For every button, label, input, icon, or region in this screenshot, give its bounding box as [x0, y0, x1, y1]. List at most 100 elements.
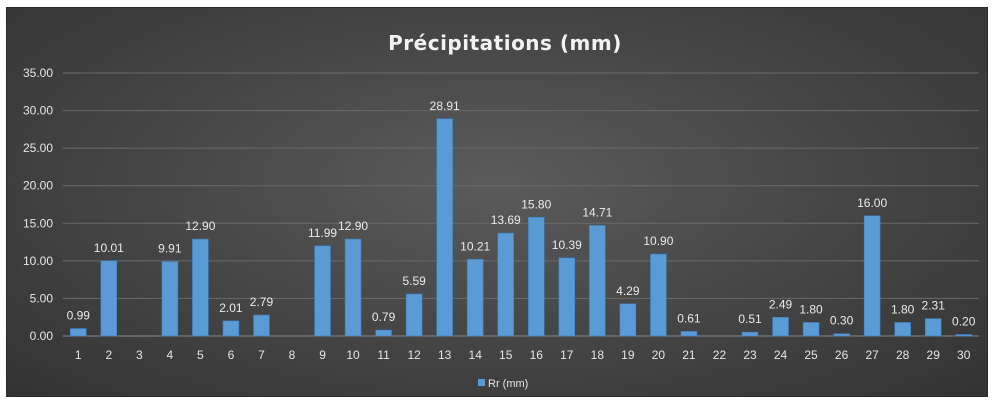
x-tick-label: 7	[258, 348, 265, 362]
bar	[497, 232, 514, 337]
x-tick-label: 13	[438, 348, 452, 362]
y-tick-label: 10.00	[23, 254, 53, 268]
x-tick-label: 27	[865, 348, 879, 362]
data-label: 11.99	[308, 226, 337, 240]
data-label: 10.90	[643, 234, 673, 248]
bar	[253, 314, 270, 337]
legend-swatch	[478, 379, 485, 386]
data-label: 10.21	[460, 239, 490, 253]
bar	[192, 238, 209, 337]
x-tick-label: 1	[75, 348, 82, 362]
bar	[955, 334, 972, 337]
gridlines	[63, 72, 979, 337]
data-label: 13.69	[491, 213, 521, 227]
bar	[924, 318, 942, 337]
data-label: 12.90	[185, 219, 215, 233]
y-tick-label: 35.00	[23, 66, 53, 80]
bar	[772, 316, 789, 337]
bar	[436, 118, 453, 337]
x-tick-label: 22	[713, 348, 727, 362]
x-tick-label: 3	[136, 348, 143, 362]
x-tick-label: 20	[652, 348, 666, 362]
x-tick-label: 17	[560, 348, 574, 362]
x-tick-label: 15	[499, 348, 513, 362]
bar	[100, 260, 118, 337]
bar	[863, 215, 881, 337]
x-tick-label: 26	[835, 348, 849, 362]
x-tick-label: 4	[167, 348, 174, 362]
legend: Rr (mm)	[478, 378, 528, 390]
x-tick-label: 2	[105, 348, 112, 362]
bar	[589, 225, 606, 337]
x-tick-label: 12	[407, 348, 421, 362]
bar	[528, 216, 545, 337]
x-tick-label: 11	[377, 348, 390, 362]
bar	[222, 320, 240, 337]
data-label: 14.71	[582, 205, 612, 219]
data-label: 28.91	[430, 99, 460, 113]
x-tick-label: 8	[289, 348, 296, 362]
bar	[314, 245, 331, 337]
bar	[558, 257, 576, 337]
x-tick-label: 16	[530, 348, 544, 362]
x-tick-label: 23	[743, 348, 757, 362]
chart-area: Précipitations (mm) 0.00 5.00 10.00 15.00 20…	[6, 7, 988, 397]
data-label: 0.79	[372, 310, 396, 324]
x-tick-label: 21	[682, 348, 696, 362]
y-tick-label: 5.00	[30, 291, 54, 305]
bar	[344, 238, 362, 337]
data-label: 0.61	[677, 311, 701, 325]
data-label: 0.20	[952, 314, 976, 328]
bar	[375, 329, 392, 337]
bar	[405, 293, 423, 337]
data-label: 2.49	[769, 297, 793, 311]
data-label: 1.80	[799, 302, 823, 316]
bar	[833, 333, 850, 337]
bar	[466, 258, 484, 337]
data-label: 4.29	[616, 284, 640, 298]
x-tick-label: 9	[319, 348, 326, 362]
data-label: 0.51	[738, 312, 762, 326]
chart-svg: Précipitations (mm) 0.005.0010.0015.0020…	[23, 31, 979, 390]
data-label: 10.01	[94, 241, 124, 255]
chart-title: Précipitations (mm)	[388, 31, 622, 55]
data-label: 2.31	[922, 299, 946, 313]
y-axis-ticks: 0.00 5.00 10.00 15.00 20.00 25.00 30.00 35.00	[23, 66, 53, 343]
data-label: 1.80	[891, 302, 915, 316]
x-tick-label: 19	[621, 348, 635, 362]
y-tick-label: 25.00	[23, 141, 53, 155]
data-label: 0.99	[67, 309, 91, 323]
x-tick-label: 5	[197, 348, 204, 362]
bar-series	[70, 118, 972, 337]
bar	[680, 331, 698, 337]
bar	[741, 331, 759, 337]
data-label: 9.91	[158, 242, 182, 256]
x-tick-label: 28	[896, 348, 910, 362]
y-tick-label: 15.00	[23, 216, 53, 230]
data-label: 10.39	[552, 238, 582, 252]
x-tick-label: 18	[591, 348, 605, 362]
x-tick-label: 6	[228, 348, 235, 362]
x-tick-label: 25	[804, 348, 818, 362]
data-label: 2.01	[219, 301, 243, 315]
data-label: 12.90	[338, 219, 368, 233]
y-tick-label: 0.00	[30, 329, 54, 343]
y-tick-label: 20.00	[23, 179, 53, 193]
x-tick-label: 24	[774, 348, 788, 362]
data-label: 5.59	[402, 274, 426, 288]
x-tick-label: 10	[346, 348, 360, 362]
bar	[802, 322, 820, 337]
bar	[619, 303, 637, 337]
bar	[650, 253, 667, 337]
data-label: 0.30	[830, 314, 854, 328]
x-tick-label: 14	[469, 348, 483, 362]
data-label: 2.79	[250, 295, 274, 309]
data-label: 16.00	[857, 196, 887, 210]
legend-label: Rr (mm)	[488, 378, 528, 390]
x-tick-label: 30	[957, 348, 971, 362]
x-axis-ticks: 1 2 3 4 5 6 7 8 9 10 11 12 13 14 15 16 17 18 19 20 21 22 23 24 2…	[75, 348, 971, 362]
data-label: 15.80	[521, 197, 551, 211]
y-tick-label: 30.00	[23, 104, 53, 118]
bar	[70, 328, 87, 337]
